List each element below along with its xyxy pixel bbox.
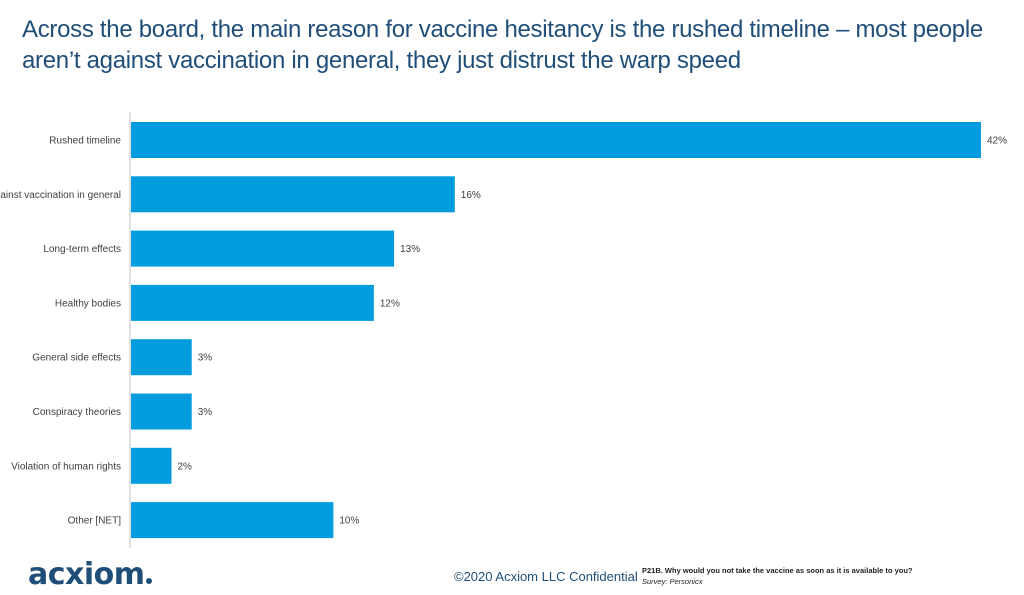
value-label: 2%: [177, 461, 192, 472]
category-label: Rushed timeline: [49, 136, 121, 147]
bar: [131, 502, 334, 539]
logo-dot-icon: [146, 578, 152, 584]
category-label: Long-term effects: [43, 244, 121, 255]
value-label: 16%: [461, 190, 481, 201]
value-label: 10%: [339, 516, 359, 527]
value-label: 12%: [380, 298, 400, 309]
value-label: 13%: [400, 244, 420, 255]
bar: [131, 176, 455, 213]
bar: [131, 230, 395, 267]
category-label: Violation of human rights: [11, 461, 121, 472]
survey-question: P21B. Why would you not take the vaccine…: [642, 566, 913, 575]
confidential-notice: ©2020 Acxiom LLC Confidential: [454, 569, 638, 584]
slide-title: Across the board, the main reason for va…: [22, 16, 983, 74]
bar: [131, 339, 192, 376]
bar: [131, 393, 192, 430]
category-label: Conspiracy theories: [33, 407, 121, 418]
bar: [131, 284, 374, 321]
bar-chart: Rushed timeline 42% Against vaccination in…: [0, 112, 1007, 548]
value-label: 3%: [198, 407, 213, 418]
value-label: 42%: [987, 136, 1007, 147]
category-label: Against vaccination in general: [0, 190, 121, 201]
category-label: Other [NET]: [68, 516, 122, 527]
category-label: General side effects: [32, 353, 121, 364]
bar: [131, 447, 172, 484]
survey-source: Survey: Personicx: [642, 577, 703, 586]
bar: [131, 122, 981, 158]
acxiom-logo: acxiom: [28, 557, 145, 592]
category-label: Healthy bodies: [55, 298, 121, 309]
value-label: 3%: [198, 353, 213, 364]
